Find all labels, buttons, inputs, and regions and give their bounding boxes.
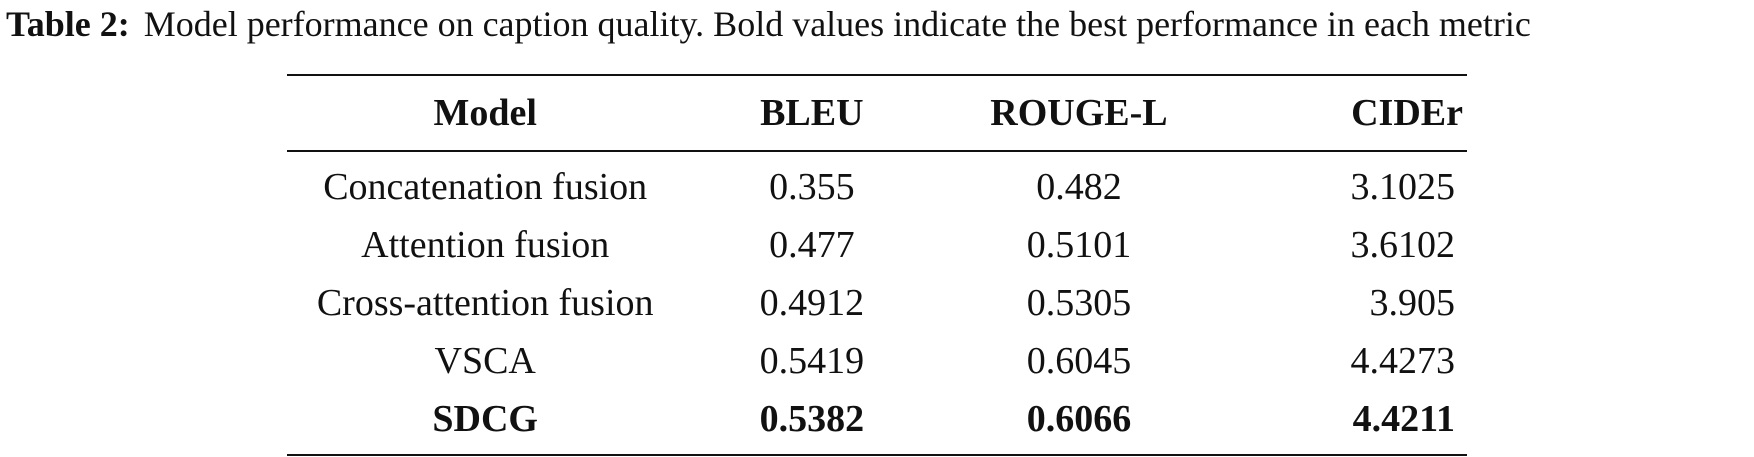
table-row: VSCA 0.5419 0.6045 4.4273 (287, 332, 1467, 390)
cell-model: Cross-attention fusion (316, 282, 654, 324)
cell-rouge-l: 0.6045 (1026, 340, 1132, 382)
header-row: Model BLEU ROUGE-L CIDEr (287, 75, 1467, 151)
table-body: Concatenation fusion 0.355 0.482 3.1025 … (287, 151, 1467, 455)
cell-model: SDCG (432, 398, 538, 440)
cell-rouge-l: 0.482 (1036, 166, 1122, 208)
table-row: Cross-attention fusion 0.4912 0.5305 3.9… (287, 274, 1467, 332)
cell-rouge-l: 0.5305 (1026, 282, 1132, 324)
cell-bleu: 0.5419 (759, 340, 865, 382)
cell-cider: 3.1025 (1350, 166, 1456, 208)
table-caption: Table 2: Model performance on caption qua… (6, 2, 1754, 46)
table-row: Attention fusion 0.477 0.5101 3.6102 (287, 216, 1467, 274)
header-bleu: BLEU (760, 92, 864, 134)
cell-cider: 3.6102 (1350, 224, 1456, 266)
caption-text: Model performance on caption quality. Bo… (143, 4, 1531, 44)
header-model: Model (433, 92, 537, 134)
cell-model: Attention fusion (361, 224, 610, 266)
cell-bleu: 0.4912 (759, 282, 865, 324)
table-row: Concatenation fusion 0.355 0.482 3.1025 (287, 151, 1467, 216)
cell-cider: 3.905 (1369, 282, 1456, 324)
caption-label: Table 2: (6, 4, 130, 44)
cell-rouge-l: 0.6066 (1026, 398, 1132, 440)
cell-model: VSCA (434, 340, 536, 382)
cell-bleu: 0.355 (769, 166, 855, 208)
results-table-container: Model BLEU ROUGE-L CIDEr Concatenation f… (287, 74, 1467, 456)
table-header: Model BLEU ROUGE-L CIDEr (287, 75, 1467, 151)
cell-bleu: 0.5382 (759, 398, 865, 440)
cell-cider: 4.4211 (1352, 398, 1455, 440)
header-cider: CIDEr (1351, 92, 1463, 134)
cell-model: Concatenation fusion (323, 166, 648, 208)
cell-cider: 4.4273 (1350, 340, 1456, 382)
table-row-best: SDCG 0.5382 0.6066 4.4211 (287, 390, 1467, 455)
header-rouge-l: ROUGE-L (990, 92, 1168, 134)
cell-bleu: 0.477 (769, 224, 855, 266)
cell-rouge-l: 0.5101 (1026, 224, 1132, 266)
results-table: Model BLEU ROUGE-L CIDEr Concatenation f… (287, 74, 1467, 456)
